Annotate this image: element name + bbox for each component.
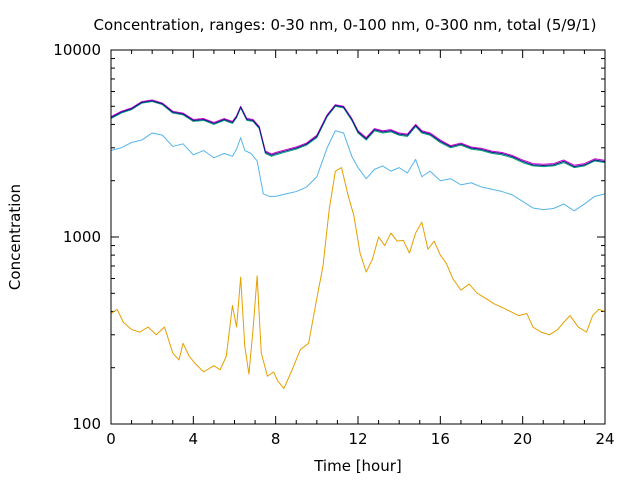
x-tick-label: 0: [106, 430, 116, 448]
x-tick-label: 8: [271, 430, 281, 448]
y-axis-ticks: 100 1000 10000: [53, 41, 605, 433]
y-tick-label: 10000: [53, 41, 101, 59]
x-axis-ticks: 0 4 8 12 16 20 24: [106, 50, 615, 448]
x-tick-label: 16: [431, 430, 450, 448]
x-tick-label: 4: [189, 430, 199, 448]
plot-frame: [110, 49, 606, 425]
y-axis-label: Concentration: [6, 184, 24, 290]
series-line-5: [110, 100, 606, 168]
series-line-3: [110, 101, 606, 169]
series-line-1: [110, 167, 606, 389]
x-axis-label: Time [hour]: [313, 457, 402, 475]
x-tick-label: 12: [348, 430, 367, 448]
series-layer: [110, 99, 606, 389]
series-line-2: [110, 130, 606, 212]
y-tick-label: 100: [72, 415, 101, 433]
y-tick-label: 1000: [63, 228, 101, 246]
x-tick-label: 20: [513, 430, 532, 448]
x-tick-label: 24: [595, 430, 614, 448]
chart-title: Concentration, ranges: 0-30 nm, 0-100 nm…: [94, 16, 597, 34]
